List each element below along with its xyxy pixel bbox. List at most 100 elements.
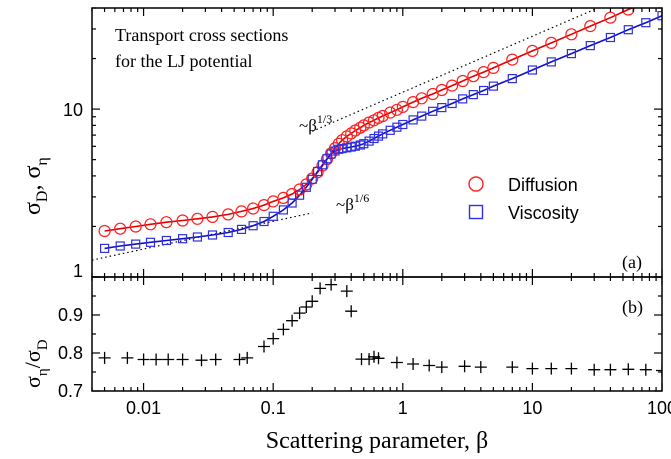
data-point-diffusion: [129, 220, 142, 233]
data-point-ratio: [176, 353, 189, 366]
data-point-viscosity: [301, 182, 311, 192]
x-tick-label: 0.1: [261, 398, 286, 418]
data-point-viscosity: [359, 139, 369, 149]
data-point-viscosity: [145, 237, 156, 247]
data-point-viscosity: [192, 232, 202, 242]
y-tick-label-a: 1: [73, 261, 83, 281]
data-point-ratio: [162, 353, 175, 366]
data-point-viscosity: [207, 230, 218, 240]
data-point-diffusion: [565, 28, 578, 41]
data-point-ratio: [340, 285, 353, 298]
data-point-ratio: [545, 362, 558, 375]
data-point-viscosity: [585, 40, 595, 51]
data-point-viscosity: [428, 106, 438, 116]
data-point-ratio: [306, 295, 319, 308]
data-point-diffusion: [345, 127, 358, 140]
data-point-viscosity: [178, 234, 188, 244]
data-point-ratio: [622, 363, 635, 376]
data-point-ratio: [258, 340, 270, 353]
x-tick-label: 10: [522, 398, 542, 418]
data-point-viscosity: [437, 102, 447, 113]
data-point-diffusion: [446, 79, 459, 92]
data-point-ratio: [137, 353, 150, 366]
data-point-diffusion: [235, 205, 248, 218]
data-point-ratio: [286, 314, 299, 327]
data-point-viscosity: [657, 11, 662, 21]
data-point-viscosity: [115, 241, 125, 251]
data-point-ratio: [195, 354, 208, 367]
data-point-ratio: [506, 361, 519, 374]
data-point-viscosity: [259, 216, 269, 227]
panel-label-a: (a): [622, 252, 642, 273]
legend-marker-viscosity: [468, 204, 484, 220]
legend: Diffusion Viscosity: [468, 175, 579, 223]
panel-b-ticks: 0.7 0.8 0.9: [58, 276, 663, 401]
data-point-ratio: [390, 356, 403, 369]
data-point-ratio: [372, 352, 385, 365]
data-point-ratio: [314, 282, 327, 295]
data-point-ratio: [363, 353, 376, 366]
x-tick-label: 1: [398, 398, 408, 418]
data-point-ratio: [293, 307, 306, 320]
slope-label-base: ~β: [336, 195, 354, 214]
y-axis-label-b: ση/σD: [20, 339, 51, 388]
panel-a-ticks: 1 10: [63, 7, 663, 281]
data-point-viscosity: [605, 32, 616, 43]
panel-b: 0.7 0.8 0.9 (b) ση/σD: [20, 276, 663, 401]
data-point-viscosity: [278, 205, 288, 215]
x-axis-label: Scattering parameter, β: [266, 428, 488, 454]
data-point-ratio: [325, 278, 338, 291]
data-point-viscosity: [398, 119, 408, 130]
data-point-ratio: [345, 305, 358, 318]
data-point-ratio: [604, 363, 617, 376]
y-tick-label-b: 0.7: [58, 381, 83, 401]
data-point-viscosity: [364, 136, 374, 146]
data-point-ratio: [267, 332, 280, 345]
data-point-ratio: [526, 362, 539, 375]
data-point-diffusion: [526, 44, 539, 58]
data-point-diffusion: [415, 92, 428, 105]
data-point-viscosity: [641, 18, 651, 28]
data-point-viscosity: [566, 48, 577, 59]
data-point-ratio: [565, 362, 578, 375]
legend-label-viscosity: Viscosity: [508, 203, 579, 223]
data-point-diffusion: [160, 216, 173, 229]
data-point-diffusion: [206, 210, 219, 223]
data-point-diffusion: [435, 83, 448, 97]
data-point-ratio: [150, 353, 163, 366]
legend-label-diffusion: Diffusion: [508, 175, 578, 195]
data-point-viscosity: [236, 224, 247, 234]
data-point-viscosity: [408, 115, 418, 125]
data-point-ratio: [233, 353, 246, 366]
data-point-diffusion: [191, 212, 204, 225]
data-point-ratio: [639, 363, 652, 376]
data-point-viscosity: [417, 111, 427, 121]
data-point-ratio: [423, 359, 436, 372]
slope-label-1-3: ~β1/3: [299, 112, 332, 135]
panel-label-b: (b): [622, 297, 643, 318]
annotation-line-1: Transport cross sections: [115, 25, 288, 45]
data-point-ratio: [121, 351, 134, 364]
x-tick-label: 0.01: [126, 398, 161, 418]
data-point-viscosity: [623, 25, 633, 35]
data-point-viscosity: [313, 166, 323, 177]
data-point-viscosity: [295, 190, 305, 200]
data-point-ratio: [407, 358, 420, 370]
data-point-ratio: [277, 323, 290, 336]
x-axis: 0.01 0.1 1 10 100: [126, 398, 671, 418]
data-point-viscosity: [479, 85, 489, 96]
slope-label-1-6: ~β1/6: [336, 191, 369, 214]
data-point-diffusion: [144, 218, 157, 231]
data-point-diffusion: [222, 208, 235, 221]
data-point-diffusion: [376, 109, 389, 123]
y-tick-label-b: 0.9: [58, 305, 83, 325]
data-point-diffusion: [487, 61, 500, 75]
data-point-diffusion: [114, 222, 127, 235]
data-point-diffusion: [247, 202, 260, 215]
data-point-viscosity: [385, 125, 395, 135]
data-point-viscosity: [223, 227, 233, 238]
slope-label-exponent: 1/6: [354, 191, 369, 205]
data-point-diffusion: [354, 121, 367, 134]
data-point-viscosity: [307, 174, 317, 184]
